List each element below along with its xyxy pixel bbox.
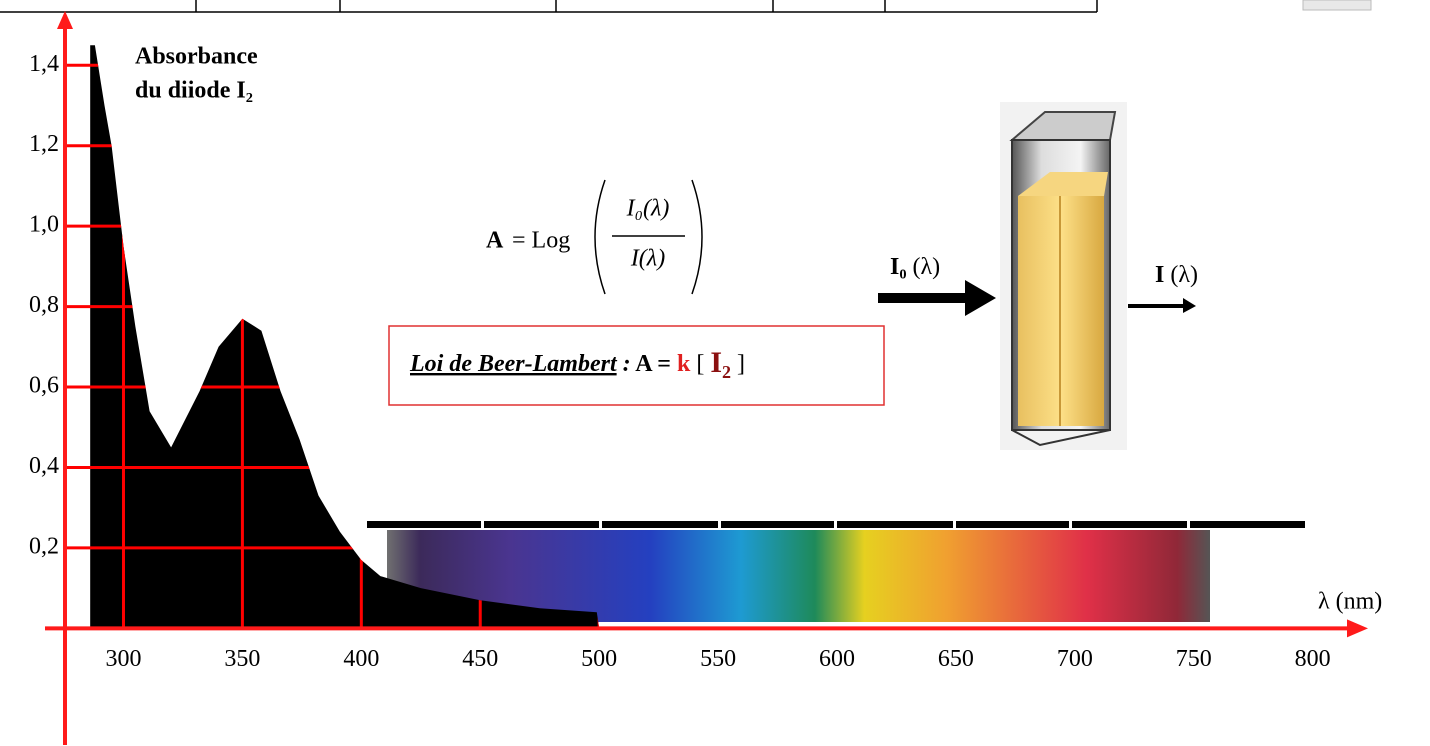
transmitted-arrow <box>1128 298 1196 313</box>
incident-arrow <box>878 280 996 316</box>
y-tick-label: 0,2 <box>29 533 59 559</box>
y-tick-label: 1,0 <box>29 212 59 238</box>
law-open: [ <box>690 351 710 377</box>
y-tick-label: 1,4 <box>29 51 59 77</box>
incident-label: I₀ (λ) <box>890 254 940 280</box>
law-eq: A = <box>631 351 677 377</box>
law-colon: : <box>617 351 631 377</box>
chart-title: du diiode I₂ <box>135 78 253 104</box>
law-close: ] <box>731 351 745 377</box>
y-axis-arrow <box>57 11 73 29</box>
formula-op: = Log <box>512 228 570 254</box>
spectrum-scale <box>367 521 1305 528</box>
incident-symbol: I₀ <box>890 254 907 280</box>
cuvette <box>1000 102 1127 450</box>
corner-box <box>1302 0 1372 11</box>
x-tick-label: 800 <box>1295 646 1331 672</box>
chart-title: Absorbance <box>135 44 258 70</box>
x-tick-label: 650 <box>938 646 974 672</box>
x-tick-label: 400 <box>343 646 379 672</box>
incident-arg: (λ) <box>907 254 941 280</box>
x-tick-label: 700 <box>1057 646 1093 672</box>
x-tick-label: 600 <box>819 646 855 672</box>
formula-denominator: I(λ) <box>630 246 665 272</box>
page-border <box>0 0 1098 13</box>
y-tick-label: 0,4 <box>29 453 59 479</box>
transmitted-symbol: I <box>1155 262 1164 288</box>
y-tick-label: 0,6 <box>29 373 59 399</box>
law: Loi de Beer-Lambert : A = k [ I₂ ] <box>409 346 745 379</box>
x-tick-label: 500 <box>581 646 617 672</box>
absorbance-area <box>90 45 1313 629</box>
law-k: k <box>677 351 691 377</box>
x-axis-label: λ (nm) <box>1318 589 1382 615</box>
law-name: Loi de Beer-Lambert <box>409 351 618 377</box>
transmitted-arg: (λ) <box>1164 262 1198 288</box>
formula-lhs: A <box>486 228 504 254</box>
formula-numerator: I₀(λ) <box>626 196 670 222</box>
y-tick-label: 0,8 <box>29 292 59 318</box>
law-species: I₂ <box>710 346 731 379</box>
x-tick-label: 350 <box>224 646 260 672</box>
x-axis-arrow <box>1347 619 1368 638</box>
x-tick-label: 550 <box>700 646 736 672</box>
x-tick-label: 750 <box>1176 646 1212 672</box>
y-tick-label: 1,2 <box>29 131 59 157</box>
law-box <box>388 325 885 406</box>
x-tick-label: 450 <box>462 646 498 672</box>
transmitted-label: I (λ) <box>1155 262 1198 288</box>
formula: A = Log I₀(λ) I(λ) <box>486 179 703 295</box>
x-tick-label: 300 <box>105 646 141 672</box>
